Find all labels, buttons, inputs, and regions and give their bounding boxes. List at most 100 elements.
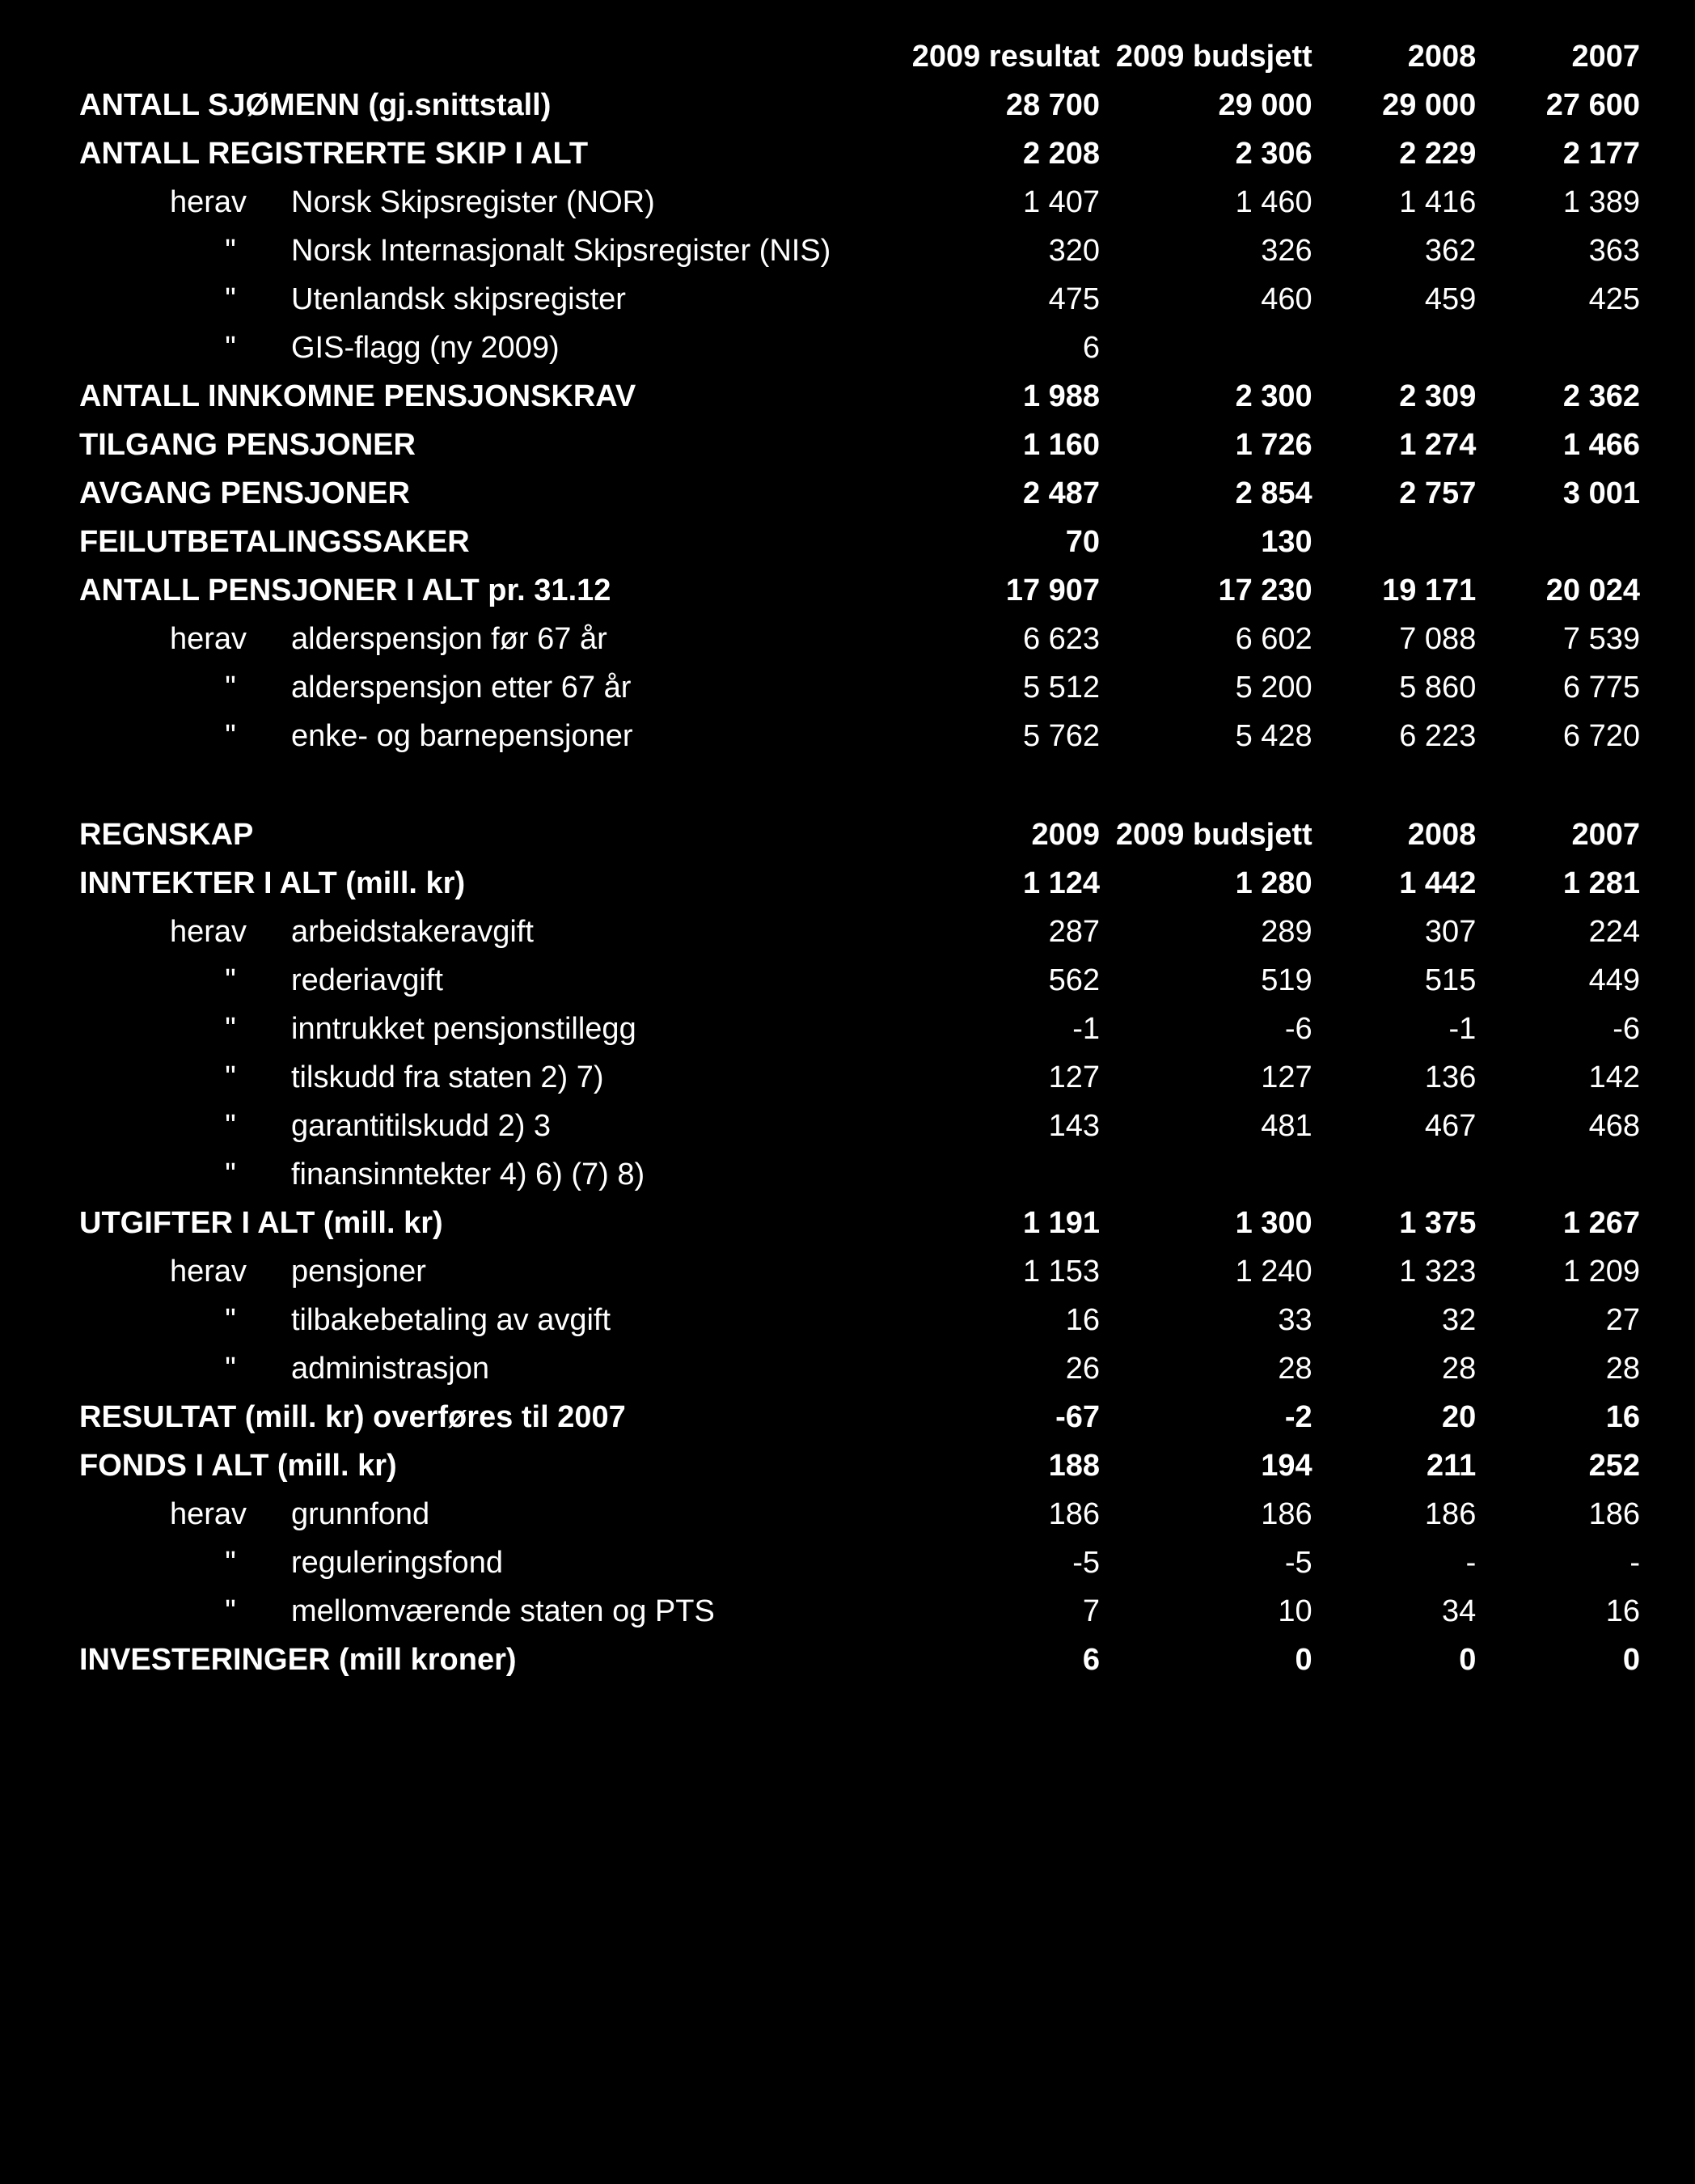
cell-value: 26 <box>898 1344 1106 1393</box>
cell-value: 1 281 <box>1482 859 1646 908</box>
cell-value: 6 223 <box>1319 712 1483 760</box>
ditto-mark: " <box>170 1159 291 1190</box>
row-label: "Norsk Internasjonalt Skipsregister (NIS… <box>73 226 898 275</box>
cell-value: 186 <box>1106 1490 1319 1539</box>
cell-value: 1 209 <box>1482 1247 1646 1296</box>
row-label: ANTALL SJØMENN (gj.snittstall) <box>73 81 898 129</box>
cell-value: 515 <box>1319 956 1483 1005</box>
cell-value: 449 <box>1482 956 1646 1005</box>
ditto-mark: " <box>170 1596 291 1627</box>
cell-value: 467 <box>1319 1102 1483 1150</box>
cell-value: 5 512 <box>898 663 1106 712</box>
cell-value: 5 428 <box>1106 712 1319 760</box>
cell-value <box>1482 518 1646 566</box>
row-label: FEILUTBETALINGSSAKER <box>73 518 898 566</box>
cell-value: 19 171 <box>1319 566 1483 615</box>
row-label: FONDS I ALT (mill. kr) <box>73 1441 898 1490</box>
cell-value: 186 <box>898 1490 1106 1539</box>
cell-value: 17 230 <box>1106 566 1319 615</box>
row-label: "alderspensjon etter 67 år <box>73 663 898 712</box>
herav-label: herav <box>170 624 291 654</box>
herav-label: herav <box>170 187 291 218</box>
cell-value <box>1482 324 1646 372</box>
ditto-mark: " <box>170 672 291 703</box>
cell-value: 307 <box>1319 908 1483 956</box>
cell-value: 287 <box>898 908 1106 956</box>
ditto-mark: " <box>170 1305 291 1335</box>
cell-value: 1 389 <box>1482 178 1646 226</box>
cell-value: 6 602 <box>1106 615 1319 663</box>
cell-value: 1 153 <box>898 1247 1106 1296</box>
row-label: heravgrunnfond <box>73 1490 898 1539</box>
cell-value: 1 280 <box>1106 859 1319 908</box>
cell-value: 20 024 <box>1482 566 1646 615</box>
row-label: "tilbakebetaling av avgift <box>73 1296 898 1344</box>
cell-value: -2 <box>1106 1393 1319 1441</box>
cell-value: 28 <box>1106 1344 1319 1393</box>
col-header: 2009 resultat <box>898 32 1106 81</box>
cell-value: 6 775 <box>1482 663 1646 712</box>
row-label: TILGANG PENSJONER <box>73 421 898 469</box>
cell-value: 2 300 <box>1106 372 1319 421</box>
cell-value: 2 208 <box>898 129 1106 178</box>
cell-value: 519 <box>1106 956 1319 1005</box>
cell-value: 1 191 <box>898 1199 1106 1247</box>
cell-value: 6 720 <box>1482 712 1646 760</box>
cell-value: 2 306 <box>1106 129 1319 178</box>
cell-value <box>1482 1150 1646 1199</box>
cell-value: 1 416 <box>1319 178 1483 226</box>
ditto-mark: " <box>170 1353 291 1384</box>
cell-value <box>1106 324 1319 372</box>
cell-value: 252 <box>1482 1441 1646 1490</box>
cell-value: 188 <box>898 1441 1106 1490</box>
cell-value <box>1319 1150 1483 1199</box>
spacer <box>73 760 1646 811</box>
cell-value: 136 <box>1319 1053 1483 1102</box>
cell-value: 2 854 <box>1106 469 1319 518</box>
cell-value: 7 088 <box>1319 615 1483 663</box>
col-header: 2009 budsjett <box>1106 32 1319 81</box>
cell-value: 127 <box>1106 1053 1319 1102</box>
cell-value: 1 160 <box>898 421 1106 469</box>
cell-value: 186 <box>1482 1490 1646 1539</box>
cell-value: 5 762 <box>898 712 1106 760</box>
cell-value: 17 907 <box>898 566 1106 615</box>
cell-value: 34 <box>1319 1587 1483 1636</box>
cell-value: 7 539 <box>1482 615 1646 663</box>
cell-value: 29 000 <box>1106 81 1319 129</box>
row-label: ANTALL INNKOMNE PENSJONSKRAV <box>73 372 898 421</box>
herav-label: herav <box>170 1256 291 1287</box>
col-header: 2007 <box>1482 811 1646 859</box>
cell-value: 1 988 <box>898 372 1106 421</box>
cell-value: 468 <box>1482 1102 1646 1150</box>
section-title: REGNSKAP <box>73 811 898 859</box>
cell-value: 2 757 <box>1319 469 1483 518</box>
cell-value: 362 <box>1319 226 1483 275</box>
row-label: "Utenlandsk skipsregister <box>73 275 898 324</box>
cell-value: 1 407 <box>898 178 1106 226</box>
cell-value <box>898 1150 1106 1199</box>
cell-value: -5 <box>898 1539 1106 1587</box>
row-label: "GIS-flagg (ny 2009) <box>73 324 898 372</box>
row-label: INVESTERINGER (mill kroner) <box>73 1636 898 1684</box>
cell-value: 0 <box>1482 1636 1646 1684</box>
cell-value: 142 <box>1482 1053 1646 1102</box>
cell-value: -6 <box>1106 1005 1319 1053</box>
cell-value: 224 <box>1482 908 1646 956</box>
cell-value: 28 <box>1319 1344 1483 1393</box>
ditto-mark: " <box>170 1111 291 1141</box>
cell-value: 6 <box>898 324 1106 372</box>
cell-value: 2 487 <box>898 469 1106 518</box>
col-header: 2009 budsjett <box>1106 811 1319 859</box>
cell-value: 1 274 <box>1319 421 1483 469</box>
cell-value: -6 <box>1482 1005 1646 1053</box>
cell-value: 460 <box>1106 275 1319 324</box>
cell-value: 363 <box>1482 226 1646 275</box>
ditto-mark: " <box>170 1062 291 1093</box>
row-label: ANTALL REGISTRERTE SKIP I ALT <box>73 129 898 178</box>
section-title <box>73 32 898 81</box>
cell-value: 211 <box>1319 1441 1483 1490</box>
ditto-mark: " <box>170 965 291 996</box>
cell-value: 6 623 <box>898 615 1106 663</box>
ditto-mark: " <box>170 1014 291 1044</box>
